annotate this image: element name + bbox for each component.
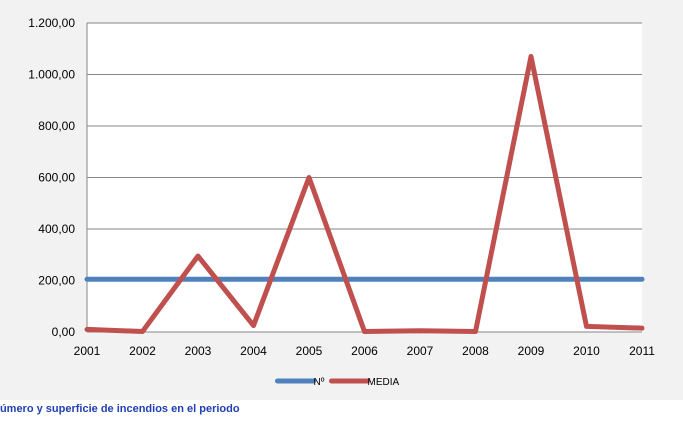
data-point [307,277,311,282]
legend-label: Nº [314,377,325,388]
data-point [362,329,367,334]
data-point [85,277,89,282]
data-point [196,254,200,259]
data-point [196,277,200,282]
data-point [418,328,422,333]
x-tick-label: 2011 [629,344,655,358]
data-point [362,277,367,282]
x-tick-label: 2001 [74,344,101,358]
y-tick-label: 1.200,00 [28,16,75,30]
data-point [307,175,311,180]
legend-label: MEDIA [368,377,400,388]
x-tick-label: 2007 [407,344,434,358]
data-point [640,277,644,282]
line-chart: 0,00 200,00 400,00 600,00 800,00 1.000,00 1.20… [28,16,655,388]
x-tick-label: 2006 [351,344,378,358]
x-tick-label: 2009 [518,344,545,358]
y-tick-label: 200,00 [38,274,75,288]
data-point [473,329,478,334]
data-point [529,277,533,282]
y-tick-label: 400,00 [38,222,75,236]
data-point [251,323,256,328]
data-point [473,277,478,282]
data-point [251,277,256,282]
data-point [584,324,589,329]
x-tick-label: 2003 [185,344,212,358]
x-tick-label: 2010 [573,344,600,358]
chart-area: 0,00 200,00 400,00 600,00 800,00 1.000,00 1.20… [0,0,683,400]
data-point [418,277,422,282]
data-point [584,277,589,282]
data-point [85,327,89,332]
x-tick-label: 2002 [129,344,156,358]
data-point [640,326,644,331]
y-tick-label: 800,00 [38,119,75,133]
x-tick-label: 2005 [296,344,323,358]
data-point [529,54,533,59]
y-tick-label: 0,00 [52,325,76,339]
x-tick-label: 2004 [240,344,267,358]
y-tick-label: 1.000,00 [28,68,75,82]
data-point [140,329,145,334]
x-tick-label: 2008 [462,344,489,358]
chart-caption: Número y superficie de incendios en el p… [0,403,240,415]
data-point [140,277,145,282]
y-tick-label: 600,00 [38,171,75,185]
